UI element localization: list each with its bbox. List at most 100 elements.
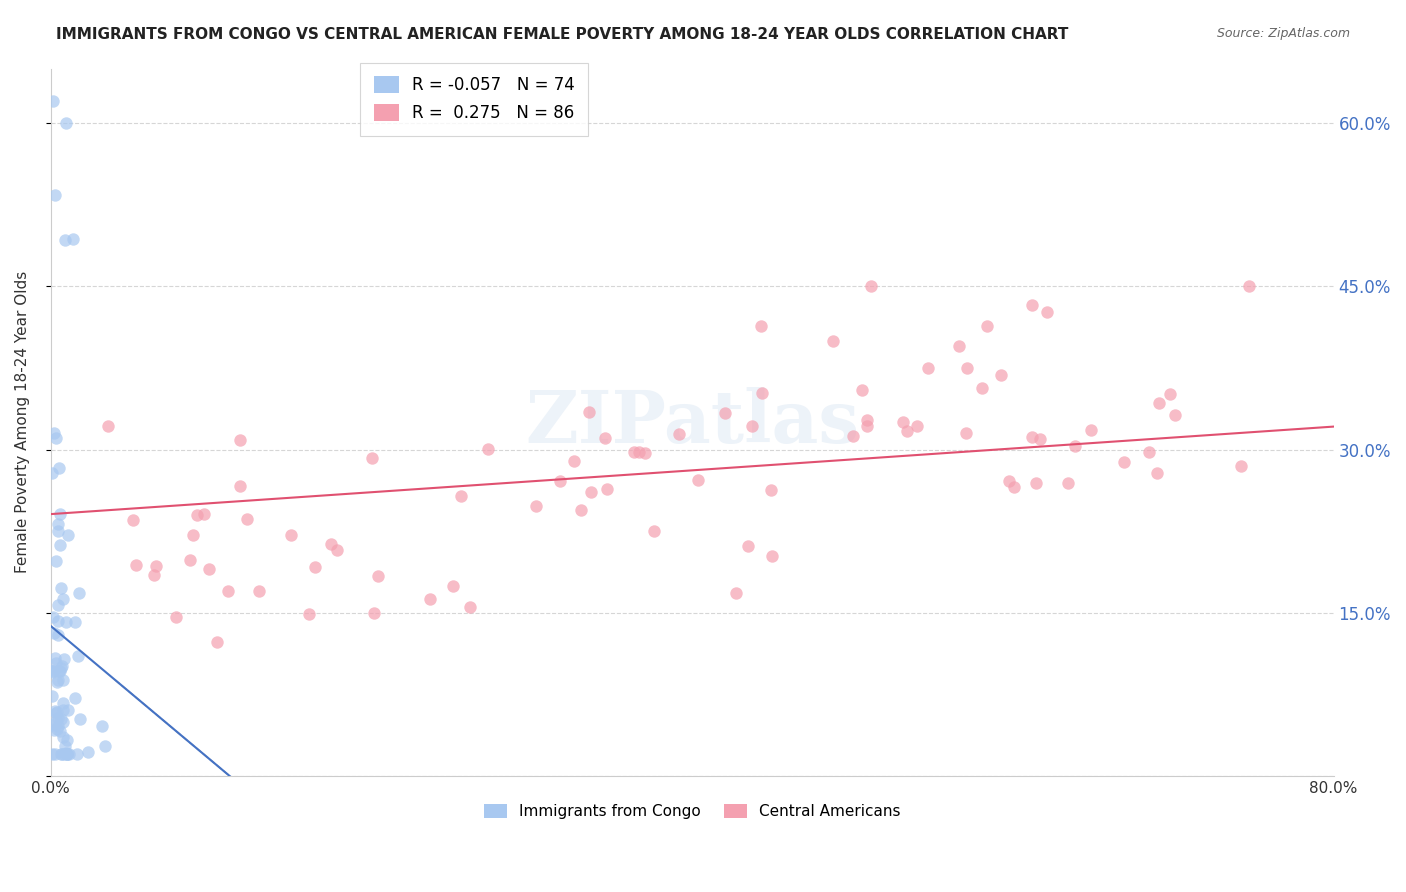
Point (593, 431, 616, 445)
Point (165, 609, 187, 624)
Point (280, 528, 302, 542)
Point (361, 450, 384, 465)
Point (45, 431, 67, 445)
Point (52, 703, 75, 717)
Point (96, 418, 118, 433)
Point (42, 426, 65, 441)
Point (217, 583, 239, 598)
Point (714, 406, 737, 420)
Point (569, 502, 592, 516)
Point (198, 561, 221, 575)
Point (125, 558, 148, 572)
Point (52, 715, 75, 730)
Point (51, 659, 73, 673)
Point (66, 747, 89, 762)
Text: ZIPatlas: ZIPatlas (526, 387, 859, 458)
Point (1237, 279, 1260, 293)
Point (851, 383, 873, 397)
Point (751, 318, 773, 333)
Point (1057, 476, 1080, 491)
Point (1230, 458, 1253, 473)
Point (1064, 439, 1087, 453)
Point (53, 739, 76, 754)
Point (45, 657, 67, 671)
Point (56, 747, 79, 762)
Point (66, 649, 89, 664)
Point (751, 386, 773, 401)
Point (56, 747, 79, 762)
Point (41, 466, 63, 480)
Point (896, 424, 918, 438)
Point (56, 747, 79, 762)
Point (228, 433, 250, 447)
Point (207, 634, 229, 648)
Point (186, 508, 208, 522)
Point (48, 461, 70, 475)
Point (49, 538, 72, 552)
Point (972, 381, 994, 395)
Point (52, 651, 75, 665)
Point (1002, 480, 1025, 494)
Point (1112, 454, 1135, 468)
Point (628, 445, 651, 459)
Point (49, 582, 72, 596)
Point (52, 747, 75, 762)
Point (52, 592, 75, 607)
Point (41, 747, 63, 762)
Point (46, 517, 69, 532)
Point (63, 690, 86, 705)
Point (596, 483, 619, 497)
Point (55, 116, 77, 130)
Point (56, 703, 79, 717)
Point (737, 539, 759, 553)
Point (1080, 423, 1102, 437)
Point (229, 479, 252, 493)
Point (69, 712, 91, 726)
Point (44, 704, 66, 718)
Point (955, 425, 977, 440)
Point (42, 609, 65, 624)
Point (1146, 466, 1168, 480)
Point (759, 483, 782, 498)
Point (917, 360, 939, 375)
Point (236, 512, 259, 526)
Point (46, 711, 69, 725)
Point (990, 368, 1012, 383)
Point (121, 513, 143, 527)
Point (419, 592, 441, 607)
Text: Source: ZipAtlas.com: Source: ZipAtlas.com (1216, 27, 1350, 40)
Point (48, 664, 70, 678)
Text: IMMIGRANTS FROM CONGO VS CENTRAL AMERICAN FEMALE POVERTY AMONG 18-24 YEAR OLDS C: IMMIGRANTS FROM CONGO VS CENTRAL AMERICA… (56, 27, 1069, 42)
Point (193, 507, 215, 521)
Point (298, 607, 321, 621)
Point (44, 651, 66, 665)
Point (1149, 396, 1171, 410)
Point (41, 718, 63, 732)
Point (56, 733, 79, 747)
Point (998, 474, 1021, 488)
Point (905, 419, 928, 434)
Point (623, 445, 645, 459)
Point (46, 673, 69, 687)
Point (48, 664, 70, 678)
Point (46, 627, 69, 641)
Point (956, 360, 979, 375)
Point (41, 690, 63, 704)
Point (41, 664, 63, 678)
Point (823, 334, 845, 348)
Point (891, 415, 914, 429)
Point (52, 696, 75, 710)
Point (1025, 475, 1047, 490)
Point (45, 675, 67, 690)
Point (724, 586, 747, 600)
Point (44, 625, 66, 640)
Point (46, 705, 69, 719)
Point (51, 747, 73, 762)
Point (1159, 387, 1181, 401)
Point (367, 568, 389, 582)
Point (44, 747, 66, 762)
Point (41, 665, 63, 680)
Y-axis label: Female Poverty Among 18-24 Year Olds: Female Poverty Among 18-24 Year Olds (15, 271, 30, 574)
Point (761, 549, 783, 563)
Point (42, 94, 65, 108)
